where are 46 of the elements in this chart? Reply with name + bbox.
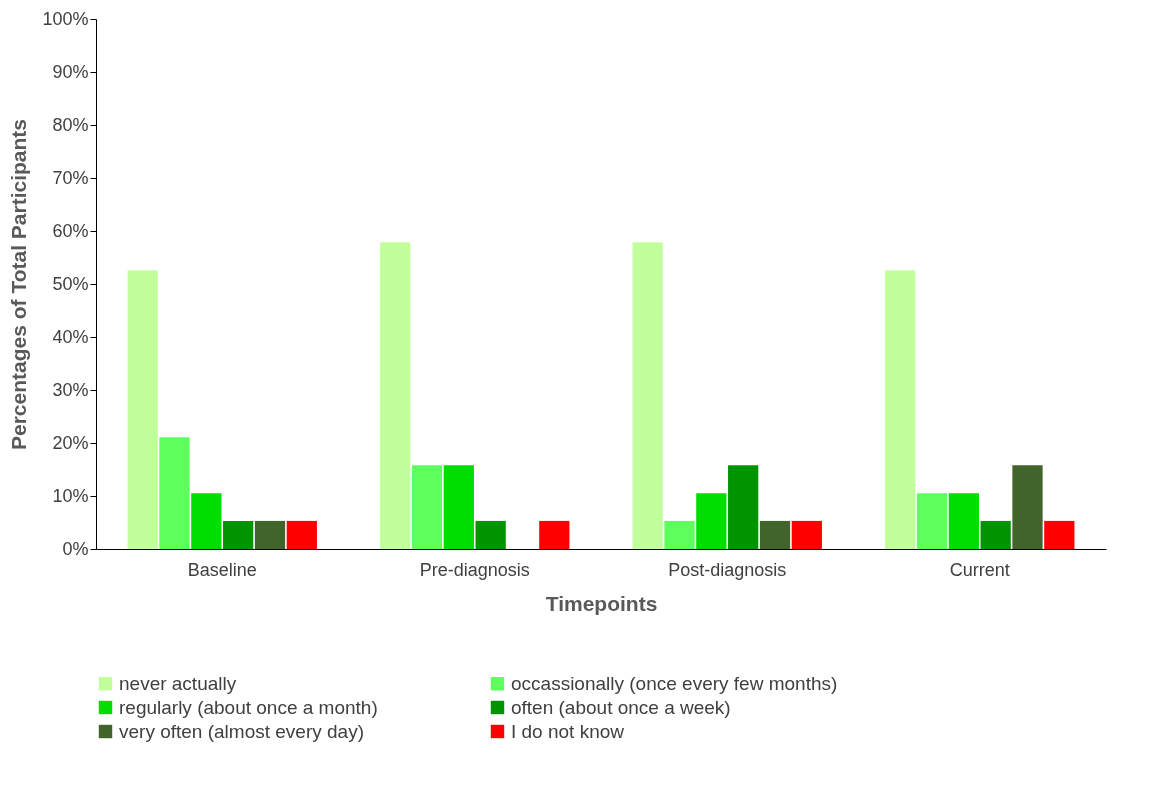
bar — [191, 493, 222, 549]
legend-label: very often (almost every day) — [119, 720, 364, 742]
bar — [980, 520, 1011, 549]
y-tick-label: 0% — [62, 538, 89, 559]
y-tick-label: 20% — [52, 432, 89, 453]
bar — [411, 465, 443, 549]
x-axis-title: Timepoints — [545, 591, 658, 615]
bar — [223, 520, 254, 549]
y-tick-label: 80% — [52, 114, 89, 135]
legend-label: occassionally (once every few months) — [511, 672, 838, 694]
legend-label: I do not know — [511, 720, 625, 742]
y-tick-label: 70% — [52, 167, 89, 188]
x-tick-label: Current — [949, 559, 1010, 580]
bar — [791, 520, 822, 549]
bar — [159, 437, 190, 549]
x-tick-label: Post-diagnosis — [668, 559, 787, 580]
bar — [443, 465, 474, 549]
bar — [539, 520, 570, 549]
bar — [728, 465, 759, 549]
legend-label: regularly (about once a month) — [119, 696, 378, 718]
legend-label: often (about once a week) — [511, 696, 731, 718]
bar — [127, 270, 158, 549]
bar — [254, 520, 286, 549]
bar — [1012, 465, 1043, 549]
bar — [380, 242, 411, 549]
bar — [948, 493, 979, 549]
legend-label: never actually — [119, 672, 237, 694]
bar — [885, 270, 916, 549]
y-tick-label: 100% — [42, 8, 89, 29]
y-tick-label: 90% — [52, 61, 89, 82]
bar — [696, 493, 727, 549]
y-tick-label: 50% — [52, 273, 89, 294]
bar — [286, 520, 317, 549]
bar — [475, 520, 506, 549]
x-tick-label: Pre-diagnosis — [419, 559, 530, 580]
y-tick-label: 60% — [52, 220, 89, 241]
y-tick-label: 10% — [52, 485, 89, 506]
bar — [759, 520, 791, 549]
bar — [632, 242, 663, 549]
bar — [916, 493, 948, 549]
y-tick-label: 40% — [52, 326, 89, 347]
bar — [1044, 520, 1075, 549]
y-axis-title: Percentages of Total Participants — [7, 118, 31, 451]
bar — [664, 520, 695, 549]
x-tick-label: Baseline — [187, 559, 257, 580]
y-tick-label: 30% — [52, 379, 89, 400]
